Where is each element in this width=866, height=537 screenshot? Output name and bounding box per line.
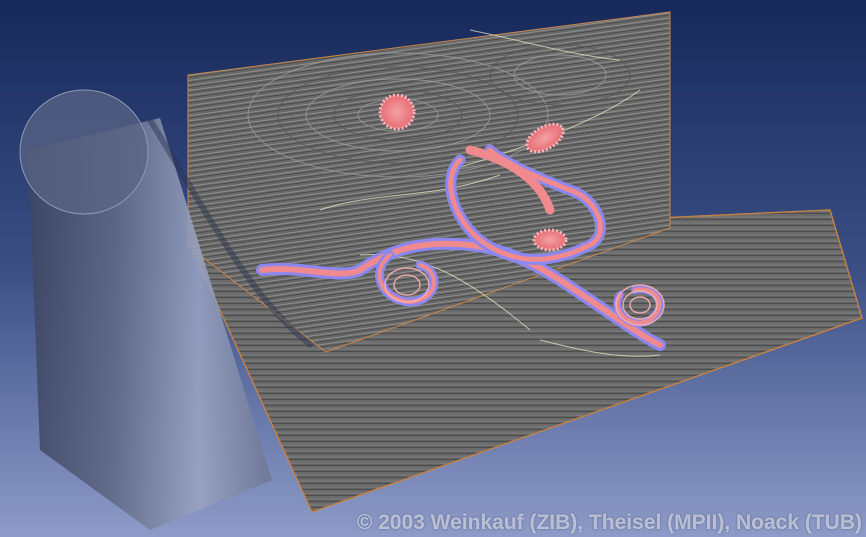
copyright-notice: © 2003 Weinkauf (ZIB), Theisel (MPII), N…: [356, 511, 862, 534]
cylinder-obstacle: [19, 89, 314, 530]
